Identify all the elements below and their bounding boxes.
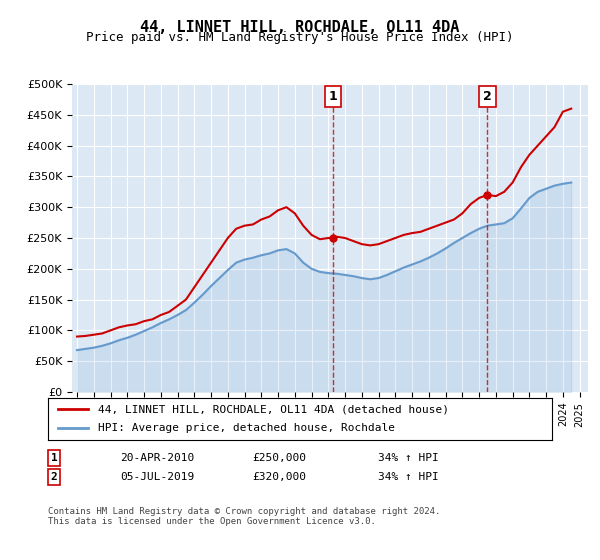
Text: 20-APR-2010: 20-APR-2010 <box>120 453 194 463</box>
Text: 34% ↑ HPI: 34% ↑ HPI <box>378 453 439 463</box>
Text: £250,000: £250,000 <box>252 453 306 463</box>
Text: 44, LINNET HILL, ROCHDALE, OL11 4DA: 44, LINNET HILL, ROCHDALE, OL11 4DA <box>140 20 460 35</box>
Text: £320,000: £320,000 <box>252 472 306 482</box>
Text: 1: 1 <box>50 453 58 463</box>
Text: 44, LINNET HILL, ROCHDALE, OL11 4DA (detached house): 44, LINNET HILL, ROCHDALE, OL11 4DA (det… <box>98 404 449 414</box>
Text: 05-JUL-2019: 05-JUL-2019 <box>120 472 194 482</box>
Text: 2: 2 <box>483 90 492 103</box>
Text: 2: 2 <box>50 472 58 482</box>
Text: 34% ↑ HPI: 34% ↑ HPI <box>378 472 439 482</box>
Text: 1: 1 <box>329 90 338 103</box>
Text: Contains HM Land Registry data © Crown copyright and database right 2024.
This d: Contains HM Land Registry data © Crown c… <box>48 507 440 526</box>
Text: Price paid vs. HM Land Registry's House Price Index (HPI): Price paid vs. HM Land Registry's House … <box>86 31 514 44</box>
Text: HPI: Average price, detached house, Rochdale: HPI: Average price, detached house, Roch… <box>98 423 395 433</box>
